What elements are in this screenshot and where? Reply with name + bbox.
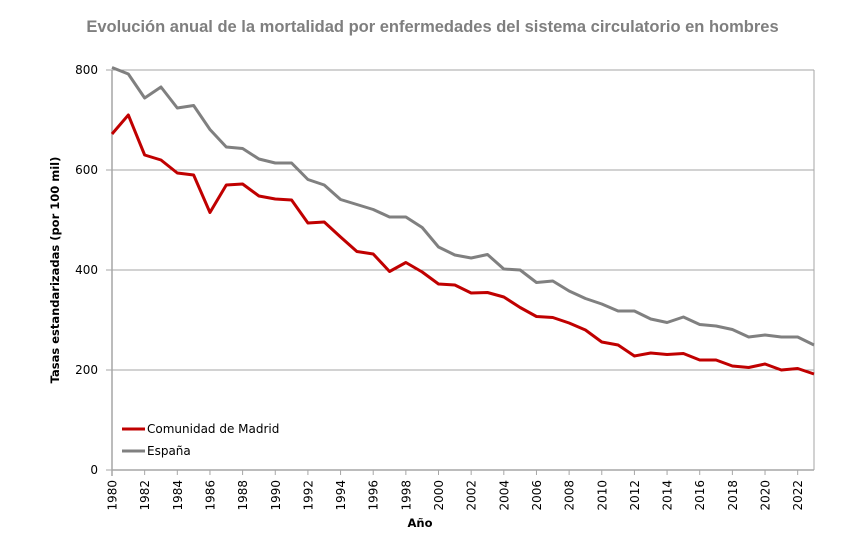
series-line-comunidad-de-madrid xyxy=(110,113,815,376)
series-lines xyxy=(110,66,815,376)
series-line-españa xyxy=(111,66,815,347)
x-tick-label: 2010 xyxy=(595,480,609,511)
x-tick-label: 2004 xyxy=(497,480,511,511)
x-tick-label: 1984 xyxy=(171,480,185,511)
x-tick-label: 1982 xyxy=(138,480,152,511)
y-axis-title: Tasas estandarizadas (por 100 mil) xyxy=(48,157,62,384)
legend-label: España xyxy=(147,444,191,458)
x-tick-label: 2000 xyxy=(432,480,446,511)
legend: Comunidad de Madrid España xyxy=(122,422,279,458)
x-tick-label: 2016 xyxy=(693,480,707,511)
y-tick-label: 200 xyxy=(75,363,98,377)
x-tick-label: 2022 xyxy=(791,480,805,511)
x-tick-label: 1992 xyxy=(301,480,315,511)
x-tick-label: 1980 xyxy=(106,480,120,511)
y-tick-label: 800 xyxy=(75,63,98,77)
x-tick-label: 1988 xyxy=(236,480,250,511)
x-tick-label: 2014 xyxy=(661,480,675,511)
x-tick-label: 1986 xyxy=(203,480,217,511)
x-tick-label: 2018 xyxy=(726,480,740,511)
x-tick-label: 1996 xyxy=(367,480,381,511)
x-tick-label: 1994 xyxy=(334,480,348,511)
x-tick-label: 2012 xyxy=(628,480,642,511)
x-tick-label: 1990 xyxy=(269,480,283,511)
axes xyxy=(111,70,815,476)
x-axis-title: Año xyxy=(408,516,433,530)
y-axis-ticks: 0 200 400 600 800 xyxy=(75,63,112,477)
y-tick-label: 0 xyxy=(90,463,98,477)
chart-title: Evolución anual de la mortalidad por enf… xyxy=(86,18,779,36)
x-tick-label: 2020 xyxy=(759,480,773,511)
gridlines xyxy=(112,69,814,371)
x-tick-label: 2002 xyxy=(465,480,479,511)
x-tick-label: 2008 xyxy=(563,480,577,511)
x-axis-ticks: 1980 1982 1984 1986 1988 1990 1992 1994 1996 1998… xyxy=(106,470,805,511)
legend-label: Comunidad de Madrid xyxy=(147,422,279,436)
y-tick-label: 400 xyxy=(75,263,98,277)
x-tick-label: 1998 xyxy=(399,480,413,511)
x-tick-label: 2006 xyxy=(530,480,544,511)
y-tick-label: 600 xyxy=(75,163,98,177)
